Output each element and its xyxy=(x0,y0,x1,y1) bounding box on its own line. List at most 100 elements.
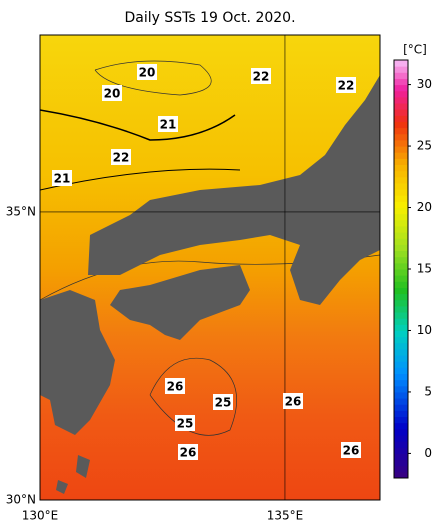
contour-label-box xyxy=(175,415,195,431)
colorbar-band xyxy=(394,72,408,79)
colorbar-band xyxy=(394,90,408,98)
colorbar-band xyxy=(394,305,408,313)
colorbar-band xyxy=(394,238,408,245)
colorbar-band xyxy=(394,121,408,129)
colorbar-tick-label: 15 xyxy=(417,262,432,276)
colorbar-band xyxy=(394,404,408,411)
colorbar-band xyxy=(394,447,408,454)
colorbar-band xyxy=(394,219,408,227)
colorbar-band xyxy=(394,441,408,448)
land xyxy=(56,455,90,494)
contour-label-box xyxy=(111,149,131,165)
colorbar-band xyxy=(394,269,408,276)
contour-label-box xyxy=(52,170,72,186)
contour-label-box xyxy=(341,442,361,458)
contour-label: 22 xyxy=(338,79,355,93)
colorbar-band xyxy=(394,170,408,178)
colorbar-band xyxy=(394,281,408,288)
colorbar-band xyxy=(394,232,408,239)
colorbar-band xyxy=(394,348,408,356)
contour-label: 26 xyxy=(285,395,302,409)
contour-line xyxy=(40,109,236,141)
contour-label-box xyxy=(165,378,185,394)
colorbar-band xyxy=(394,182,408,190)
land xyxy=(40,290,115,435)
colorbar-band xyxy=(394,225,408,233)
contour-label: 26 xyxy=(167,380,184,394)
colorbar-band xyxy=(394,398,408,405)
contour-label-box xyxy=(251,68,271,84)
colorbar-band xyxy=(394,379,408,387)
colorbar-tick-label: 25 xyxy=(417,139,432,153)
colorbar-band xyxy=(394,367,408,374)
colorbar-band xyxy=(394,434,408,442)
colorbar-band xyxy=(394,96,408,104)
y-tick-label: 35°N xyxy=(6,204,36,218)
colorbar-band xyxy=(394,312,408,319)
contour-label: 20 xyxy=(104,87,121,101)
colorbar-band xyxy=(394,244,408,252)
colorbar-band xyxy=(394,293,408,301)
colorbar-tick-label: 0 xyxy=(424,446,432,460)
colorbar-band xyxy=(394,453,408,461)
colorbar-band xyxy=(394,158,408,165)
colorbar: 0 5 10 15 20 25 30 xyxy=(393,59,432,479)
contour-label: 26 xyxy=(180,446,197,460)
colorbar-band xyxy=(394,336,408,344)
colorbar-band xyxy=(394,84,408,92)
contour-label-box xyxy=(178,444,198,460)
colorbar-band xyxy=(394,465,408,473)
contour-label-box xyxy=(283,393,303,409)
title: Daily SSTs 19 Oct. 2020. xyxy=(124,10,295,26)
y-tick-label: 30°N xyxy=(6,493,36,507)
colorbar-band xyxy=(394,213,408,221)
colorbar-band xyxy=(394,361,408,368)
colorbar-tick-label: 10 xyxy=(417,323,432,337)
contour-label: 21 xyxy=(54,172,71,186)
colorbar-band xyxy=(394,250,408,258)
colorbar-band xyxy=(394,342,408,350)
colorbar-band xyxy=(394,201,408,209)
colorbar-band xyxy=(394,189,408,196)
colorbar-band xyxy=(394,416,408,424)
colorbar-band xyxy=(394,422,408,430)
colorbar-band xyxy=(394,373,408,381)
map-area xyxy=(40,35,380,500)
colorbar-band xyxy=(394,459,408,467)
contour-label: 26 xyxy=(343,444,360,458)
colorbar-band xyxy=(394,164,408,172)
contour-label-box xyxy=(102,85,122,101)
x-tick-label: 130°E xyxy=(22,509,59,523)
contour-label-box xyxy=(336,77,356,93)
colorbar-unit: [°C] xyxy=(403,43,427,57)
contour-label-box xyxy=(137,64,157,80)
colorbar-band xyxy=(394,115,408,122)
colorbar-band xyxy=(394,133,408,141)
contour-label: 22 xyxy=(253,70,270,84)
colorbar-band xyxy=(394,471,408,479)
colorbar-band xyxy=(394,109,408,116)
x-tick-label: 135°E xyxy=(267,509,304,523)
colorbar-band xyxy=(394,275,408,282)
contour-label-box xyxy=(158,116,178,132)
colorbar-band xyxy=(394,385,408,393)
contour-label: 25 xyxy=(215,396,232,410)
colorbar-band xyxy=(394,318,408,325)
colorbar-band xyxy=(394,195,408,202)
colorbar-band xyxy=(394,103,408,110)
colorbar-band xyxy=(394,287,408,295)
colorbar-band xyxy=(394,66,408,73)
land xyxy=(110,265,250,340)
colorbar-band xyxy=(394,324,408,331)
colorbar-band xyxy=(394,78,408,86)
colorbar-tick-label: 30 xyxy=(417,77,432,91)
contour-label: 21 xyxy=(160,118,177,132)
colorbar-band xyxy=(394,176,408,184)
colorbar-tick-label: 20 xyxy=(417,200,432,214)
colorbar-band xyxy=(394,146,408,153)
contour-label-box xyxy=(213,394,233,410)
colorbar-band xyxy=(394,60,408,67)
colorbar-band xyxy=(394,152,408,159)
contour-line xyxy=(94,60,212,96)
